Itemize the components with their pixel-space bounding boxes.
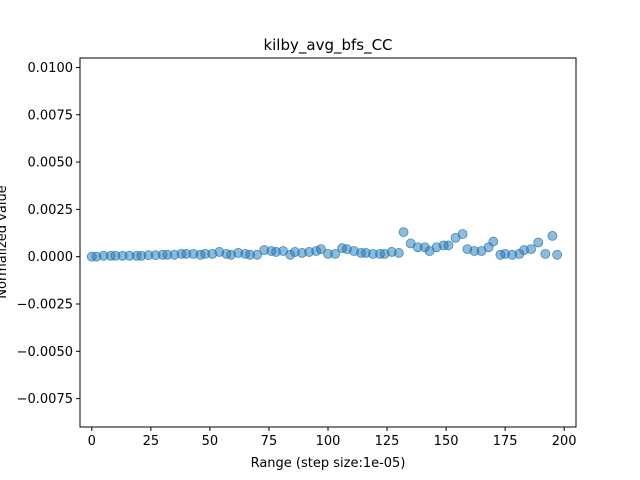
- y-tick-label: −0.0025: [17, 298, 73, 313]
- x-tick-label: 75: [261, 434, 278, 449]
- chart-title: kilby_avg_bfs_CC: [263, 36, 392, 55]
- x-tick-label: 175: [493, 434, 518, 449]
- y-tick-label: −0.0075: [17, 392, 73, 407]
- y-tick-label: 0.0100: [28, 61, 74, 76]
- data-point: [540, 248, 551, 259]
- y-tick-label: 0.0075: [28, 108, 74, 123]
- x-tick-label: 150: [434, 434, 459, 449]
- plot-frame: [79, 57, 577, 428]
- data-point: [398, 227, 409, 237]
- data-point: [316, 244, 326, 255]
- data-point: [393, 248, 404, 258]
- x-tick-label: 200: [552, 434, 577, 449]
- data-point: [547, 230, 558, 241]
- data-point: [552, 249, 563, 260]
- x-tick-label: 125: [375, 434, 400, 449]
- x-tick-label: 0: [88, 434, 96, 449]
- y-axis-label: Normalized value: [0, 185, 10, 298]
- data-point: [443, 240, 454, 251]
- y-tick-label: 0.0000: [28, 250, 74, 265]
- x-tick-label: 100: [316, 434, 341, 449]
- x-axis-ticks: 0 25 50 75 100 125 150 175 200: [88, 427, 577, 449]
- data-points: [86, 227, 563, 262]
- data-point: [457, 229, 468, 239]
- data-point: [526, 244, 537, 255]
- y-tick-label: 0.0050: [28, 156, 74, 171]
- x-tick-label: 50: [202, 434, 219, 449]
- y-tick-label: 0.0025: [28, 203, 74, 218]
- data-point: [533, 237, 544, 248]
- data-point: [488, 236, 499, 247]
- y-tick-label: −0.0050: [17, 345, 73, 360]
- x-tick-label: 25: [143, 434, 160, 449]
- x-axis-label: Range (step size:1e-05): [251, 456, 406, 471]
- plot-area: [80, 58, 576, 427]
- data-point: [330, 248, 340, 259]
- y-axis-ticks: −0.0075 −0.0050 −0.0025 0.0000 0.0025 0.0050 0…: [17, 61, 80, 407]
- data-point: [252, 249, 263, 260]
